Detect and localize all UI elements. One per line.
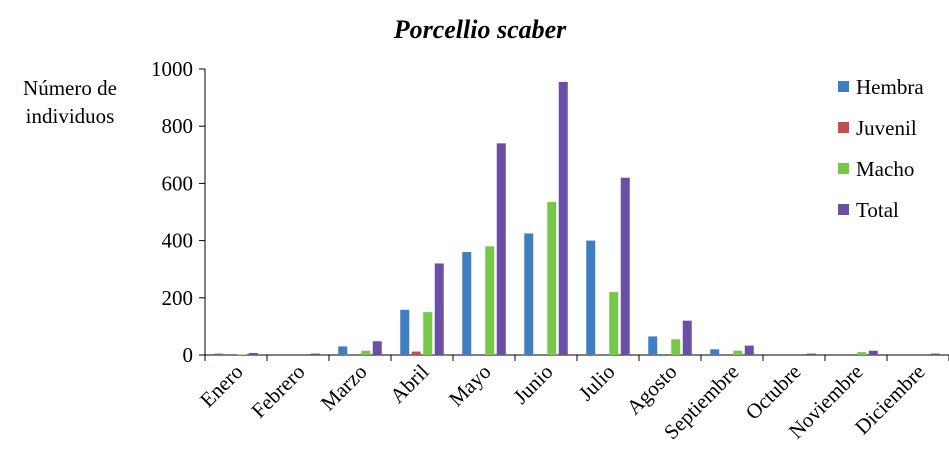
y-tick-label: 0 [183,343,194,367]
bar [857,352,867,355]
y-tick-label: 800 [162,114,194,138]
bar [620,177,630,355]
bar [671,339,681,355]
x-tick-label: Mayo [444,360,496,412]
bar [930,353,940,355]
y-tick-label: 400 [162,229,194,253]
bar [586,240,596,355]
legend-swatch [838,204,849,215]
bar [434,263,444,355]
y-tick-label: 1000 [151,57,193,81]
legend-swatch [838,81,849,92]
x-tick-label: Marzo [316,360,372,416]
legend-label: Juvenil [856,116,917,140]
bar [733,350,743,355]
bar [411,351,421,355]
x-tick-label: Julio [574,360,620,406]
y-axis-label: Número de individuos [23,76,117,128]
legend-swatch [838,122,849,133]
bar [237,354,247,355]
bar [485,246,495,355]
bar [372,341,382,355]
bar [524,233,534,355]
bar [547,201,557,355]
bar [710,349,720,355]
x-tick-label: Abril [385,359,433,407]
x-tick-label: Enero [195,360,247,412]
y-tick-label: 600 [162,171,194,195]
legend-label: Hembra [856,75,924,99]
x-tick-label: Agosto [622,360,682,420]
bar [423,312,433,355]
x-tick-label: Febrero [246,360,309,423]
y-tick-label: 200 [162,286,194,310]
legend-swatch [838,163,849,174]
legend-label: Total [856,198,899,222]
x-tick-label: Junio [508,360,557,409]
bar [338,346,348,355]
legend-label: Macho [856,157,914,181]
bar [400,309,410,355]
chart-title: Porcellio scaber [393,15,567,44]
bar [310,353,320,355]
bar [248,352,258,355]
bar [214,353,224,355]
bar [462,252,472,355]
bar [868,350,878,355]
bar [609,292,619,355]
bar [648,336,658,355]
bar [361,350,371,355]
bar [496,143,506,355]
bar [558,81,568,356]
bar [682,320,692,355]
bar [744,345,754,355]
bar [806,353,816,355]
